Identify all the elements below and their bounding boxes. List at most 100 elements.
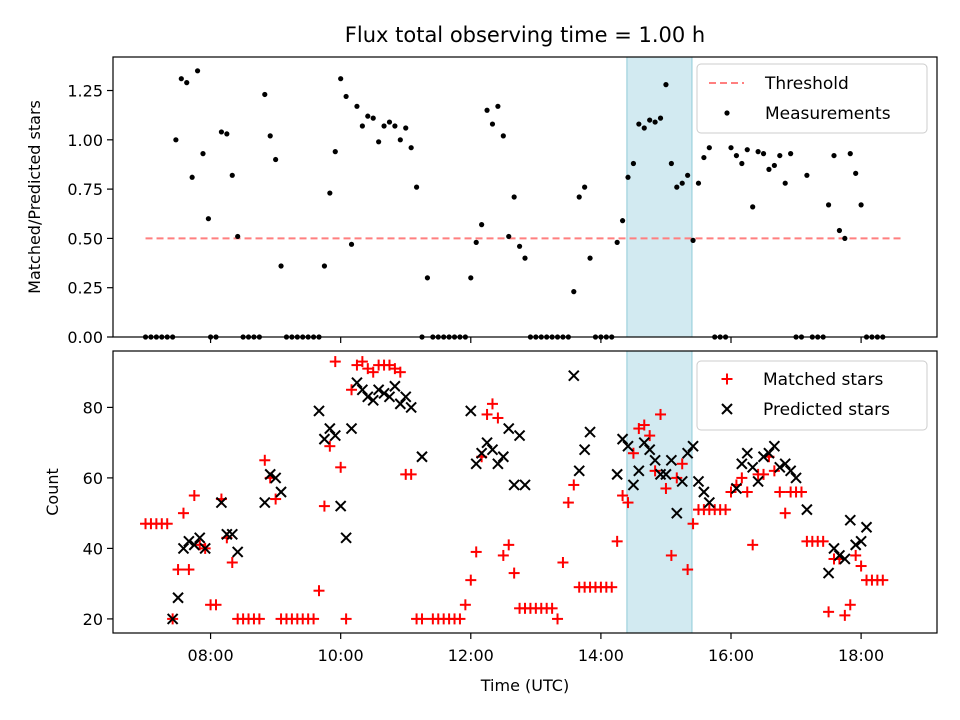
predicted-point xyxy=(486,443,499,456)
cross-b xyxy=(860,521,873,533)
measurement-point xyxy=(516,243,523,249)
cross-b xyxy=(698,486,710,498)
measurement-point xyxy=(327,190,333,196)
cross-b xyxy=(638,436,650,449)
measurement-point xyxy=(262,91,268,98)
legend-predicted-label: Predicted stars xyxy=(763,400,890,420)
matched-point xyxy=(823,606,835,618)
measurement-point xyxy=(647,117,653,123)
matched-point xyxy=(779,507,791,519)
cross-b xyxy=(356,384,369,396)
cross-b xyxy=(351,377,363,389)
matched-point xyxy=(161,518,173,530)
measurement-point xyxy=(343,93,349,100)
predicted-point xyxy=(199,542,211,555)
matched-point xyxy=(188,490,200,502)
cross-b xyxy=(611,468,623,481)
measurement-point xyxy=(668,160,674,167)
x-axis-label: Time (UTC) xyxy=(480,676,569,695)
predicted-point xyxy=(400,391,412,403)
matched-point xyxy=(660,482,672,494)
cross-b xyxy=(508,479,520,491)
cross-b xyxy=(784,465,797,477)
x-tick-label: 12:00 xyxy=(448,646,494,665)
predicted-point xyxy=(578,443,591,456)
predicted-point xyxy=(822,567,835,579)
matched-point xyxy=(508,567,520,579)
matched-point xyxy=(665,549,677,561)
measurement-point xyxy=(511,194,517,200)
matched-point xyxy=(259,454,271,466)
measurement-point xyxy=(178,76,184,82)
y-tick-label: 80 xyxy=(83,398,103,417)
cross-b xyxy=(519,479,531,491)
measurement-point xyxy=(788,151,794,157)
cross-b xyxy=(492,458,504,470)
legend-threshold-label: Threshold xyxy=(764,74,849,94)
cross-b xyxy=(329,429,341,442)
measurement-point xyxy=(365,113,371,119)
cross-b xyxy=(183,535,195,548)
cross-b xyxy=(828,542,840,555)
cross-b xyxy=(394,398,407,410)
predicted-point xyxy=(622,440,634,452)
measurement-point xyxy=(825,202,832,208)
cross-b xyxy=(324,422,336,435)
predicted-point xyxy=(324,422,336,435)
measurement-point xyxy=(479,222,485,228)
cross-b xyxy=(757,451,770,463)
cross-b xyxy=(269,472,282,484)
top-axes-frame xyxy=(112,56,938,338)
y-tick-label: 0.50 xyxy=(67,229,103,248)
predicted-point xyxy=(226,528,238,541)
cross-b xyxy=(259,496,271,509)
measurement-point xyxy=(636,121,642,127)
measurement-point xyxy=(506,233,512,240)
legend-measurement-swatch xyxy=(724,110,730,116)
matched-point xyxy=(676,458,688,470)
predicted-point xyxy=(633,465,645,477)
cross-b xyxy=(318,433,331,445)
matched-point xyxy=(459,599,471,611)
predicted-point xyxy=(649,454,661,466)
measurement-point xyxy=(267,133,273,139)
matched-point xyxy=(839,609,851,621)
y-tick-label: 20 xyxy=(83,610,103,629)
matched-point xyxy=(720,504,732,516)
predicted-point xyxy=(687,440,699,452)
measurement-point xyxy=(858,202,864,208)
cross-b xyxy=(313,405,325,417)
highlight-span-bottom xyxy=(626,350,693,634)
predicted-point xyxy=(492,458,504,470)
cross-b xyxy=(199,542,211,555)
predicted-point xyxy=(643,443,656,456)
matched-point xyxy=(568,479,580,491)
measurement-point xyxy=(173,137,179,143)
measurement-point xyxy=(484,107,490,113)
matched-point xyxy=(226,557,238,568)
matched-point xyxy=(394,366,406,378)
matched-point xyxy=(725,486,737,498)
measurement-point xyxy=(804,172,810,178)
chart-title: Flux total observing time = 1.00 h xyxy=(345,23,705,47)
matched-point xyxy=(649,465,661,477)
cross-b xyxy=(779,458,791,470)
x-tick-label: 08:00 xyxy=(188,646,234,665)
matched-point xyxy=(562,497,574,509)
measurement-point xyxy=(701,154,707,161)
measurement-point xyxy=(354,103,360,109)
cross-b xyxy=(616,433,629,445)
matched-point xyxy=(346,384,358,396)
measurement-point xyxy=(625,174,631,180)
predicted-point xyxy=(855,535,867,548)
predicted-point xyxy=(318,433,331,445)
predicted-point xyxy=(698,486,710,498)
cross-b xyxy=(389,380,401,392)
top-legend: Threshold Measurements xyxy=(696,63,928,134)
measurement-point xyxy=(278,263,284,269)
measurement-point xyxy=(630,160,637,167)
matched-point xyxy=(324,440,336,452)
top-panel: 0.00 0.25 0.50 0.75 1.00 1.25 Flux total obse… xyxy=(25,23,938,347)
measurement-point xyxy=(782,180,788,186)
